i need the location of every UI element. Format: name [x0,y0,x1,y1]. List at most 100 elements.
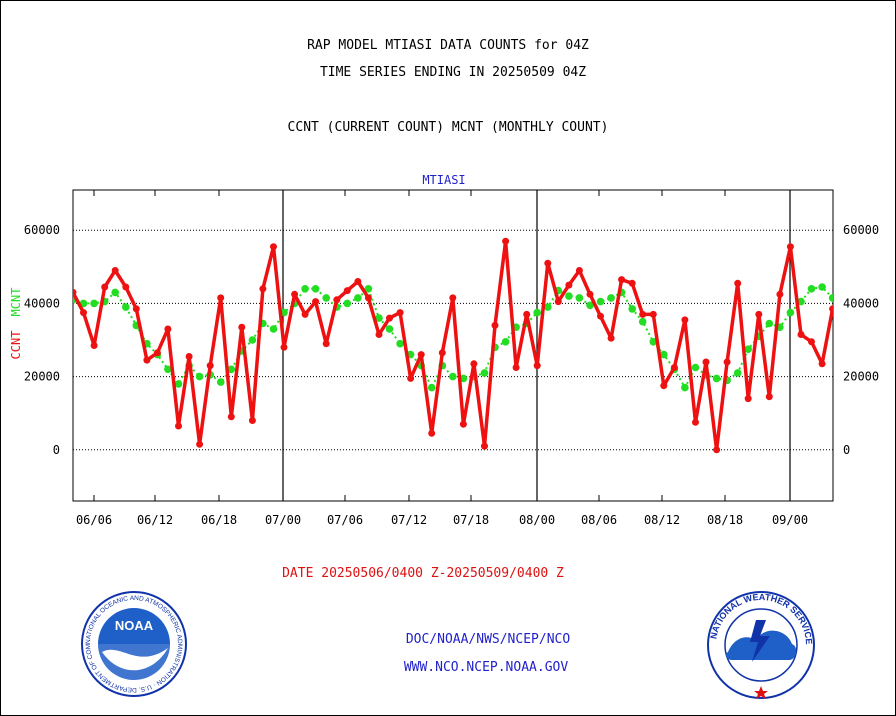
data-point-mcnt [269,325,278,333]
data-point-ccnt [364,294,372,302]
x-tick-label: 08/12 [644,513,680,527]
data-point-ccnt [259,285,267,293]
series-description: CCNT (CURRENT COUNT) MCNT (MONTHLY COUNT… [287,120,609,135]
data-point-mcnt [122,303,130,311]
svg-text:NOAA: NOAA [115,618,154,633]
data-point-mcnt [649,338,658,346]
data-point-ccnt [713,446,721,454]
data-point-mcnt [586,301,594,310]
data-point-mcnt [90,299,98,308]
data-point-ccnt [692,418,699,426]
data-point-ccnt [238,323,246,331]
data-point-mcnt [396,339,404,348]
data-point-mcnt [174,380,183,388]
data-point-ccnt [670,364,678,371]
website-link[interactable]: WWW.NCO.NCEP.NOAA.GOV [403,660,569,675]
data-point-ccnt [132,305,140,313]
data-point-ccnt [386,314,393,322]
data-point-mcnt [459,374,468,383]
data-point-mcnt [343,299,352,308]
data-point-mcnt [596,297,605,306]
data-point-mcnt [449,372,457,381]
data-point-ccnt [554,298,562,306]
data-point-ccnt [628,279,636,287]
data-point-mcnt [501,338,510,346]
y-tick-label-left: 60000 [24,223,60,237]
plot-area-border [72,189,834,502]
data-point-mcnt [111,288,119,297]
data-point-ccnt [206,362,214,370]
y-tick-label-right: 0 [843,443,850,457]
data-point-mcnt [733,369,742,377]
data-point-mcnt [818,283,826,291]
data-point-ccnt [248,417,256,424]
data-point-mcnt [828,294,833,302]
data-point-ccnt [702,358,710,366]
data-point-mcnt [575,294,584,302]
data-point-ccnt [270,243,277,251]
data-point-ccnt [175,422,182,430]
x-tick-label: 07/00 [265,513,301,527]
data-point-ccnt [597,312,604,320]
data-point-ccnt [101,283,109,291]
data-point-mcnt [607,294,615,302]
ylabel-ccnt: CCNT [9,331,23,360]
ylabel-mcnt: MCNT [9,288,23,317]
y-tick-label-right: 20000 [843,370,879,384]
y-tick-label-left: 40000 [24,296,60,310]
data-point-ccnt [607,334,615,342]
data-point-ccnt [797,331,805,338]
data-point-ccnt [512,364,520,371]
data-point-ccnt [459,420,467,428]
data-point-ccnt [776,290,784,298]
nws-logo: NATIONAL WEATHER SERVICE [707,591,815,699]
data-point-ccnt [470,360,478,368]
dataset-label: MTIASI [422,173,465,187]
data-point-mcnt [480,369,489,377]
data-point-ccnt [322,340,330,348]
data-point-ccnt [122,283,130,291]
data-point-ccnt [639,310,647,318]
data-point-ccnt [90,342,98,349]
data-point-mcnt [628,305,636,313]
data-point-mcnt [195,372,204,381]
data-point-mcnt [385,325,394,333]
data-point-ccnt [575,267,583,274]
y-tick-label-left: 20000 [24,370,60,384]
data-point-mcnt [354,294,362,302]
chart-subtitle: TIME SERIES ENDING IN 20250509 04Z [319,65,587,80]
data-point-ccnt [565,281,573,289]
org-path: DOC/NOAA/NWS/NCEP/NCO [405,632,571,647]
data-point-mcnt [533,308,541,317]
data-point-mcnt [565,292,573,300]
data-point-ccnt [533,362,541,370]
x-tick-label: 08/06 [581,513,617,527]
data-point-ccnt [734,279,742,287]
data-point-ccnt [354,278,362,285]
data-point-ccnt [660,382,668,390]
data-point-ccnt [586,290,594,298]
data-point-mcnt [427,383,436,392]
x-tick-label: 09/00 [772,513,808,527]
data-point-ccnt [818,360,826,368]
x-tick-label: 06/06 [76,513,112,527]
y-tick-label-right: 40000 [843,296,879,310]
data-point-mcnt [712,374,721,383]
data-point-ccnt [375,331,383,338]
data-point-mcnt [765,319,774,328]
x-tick-label: 06/18 [201,513,237,527]
data-point-mcnt [216,378,225,386]
data-point-ccnt [73,288,77,296]
y-tick-label-left: 0 [53,443,60,457]
data-point-ccnt [681,316,689,324]
data-point-ccnt [164,325,172,333]
data-point-ccnt [185,353,193,360]
data-point-mcnt [744,345,752,354]
data-point-ccnt [829,305,833,313]
x-tick-label: 08/00 [519,513,555,527]
data-point-ccnt [143,356,151,364]
data-point-mcnt [660,350,668,359]
data-point-ccnt [723,358,731,366]
